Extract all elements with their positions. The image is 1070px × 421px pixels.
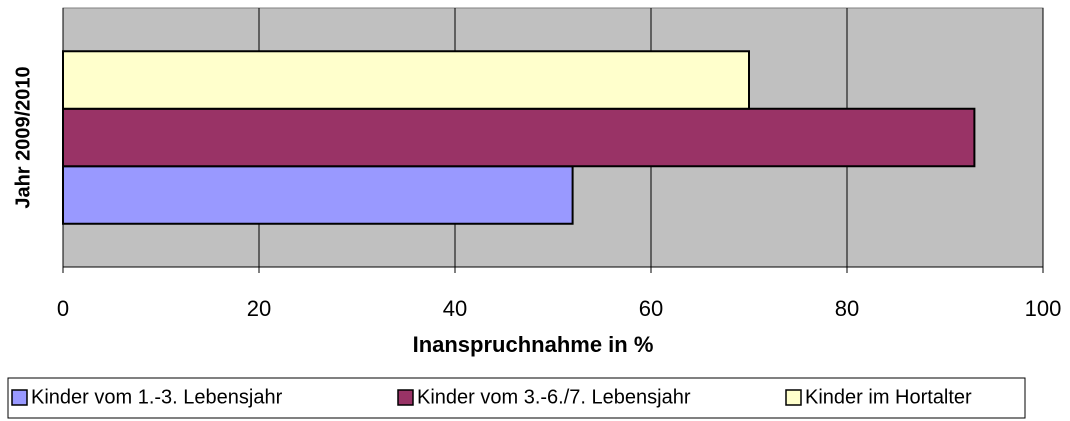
bar (62, 165, 574, 225)
x-tick-label: 100 (1025, 296, 1062, 321)
bar (62, 50, 750, 110)
legend-swatch (397, 389, 414, 406)
legend-swatch (11, 389, 28, 406)
bar (62, 107, 976, 168)
x-tick-label: 20 (247, 296, 271, 321)
category-label: Jahr 2009/2010 (12, 66, 34, 208)
legend-swatch (785, 389, 802, 406)
x-tick-label: 80 (835, 296, 859, 321)
x-axis-title: Inanspruchnahme in % (413, 332, 654, 357)
legend-label: Kinder vom 1.-3. Lebensjahr (31, 386, 283, 408)
x-tick-label: 40 (443, 296, 467, 321)
x-tick-label: 60 (639, 296, 663, 321)
legend-label: Kinder vom 3.-6./7. Lebensjahr (417, 386, 691, 408)
legend-label: Kinder im Hortalter (805, 386, 972, 408)
x-tick-label: 0 (57, 296, 69, 321)
legend (7, 377, 1026, 419)
